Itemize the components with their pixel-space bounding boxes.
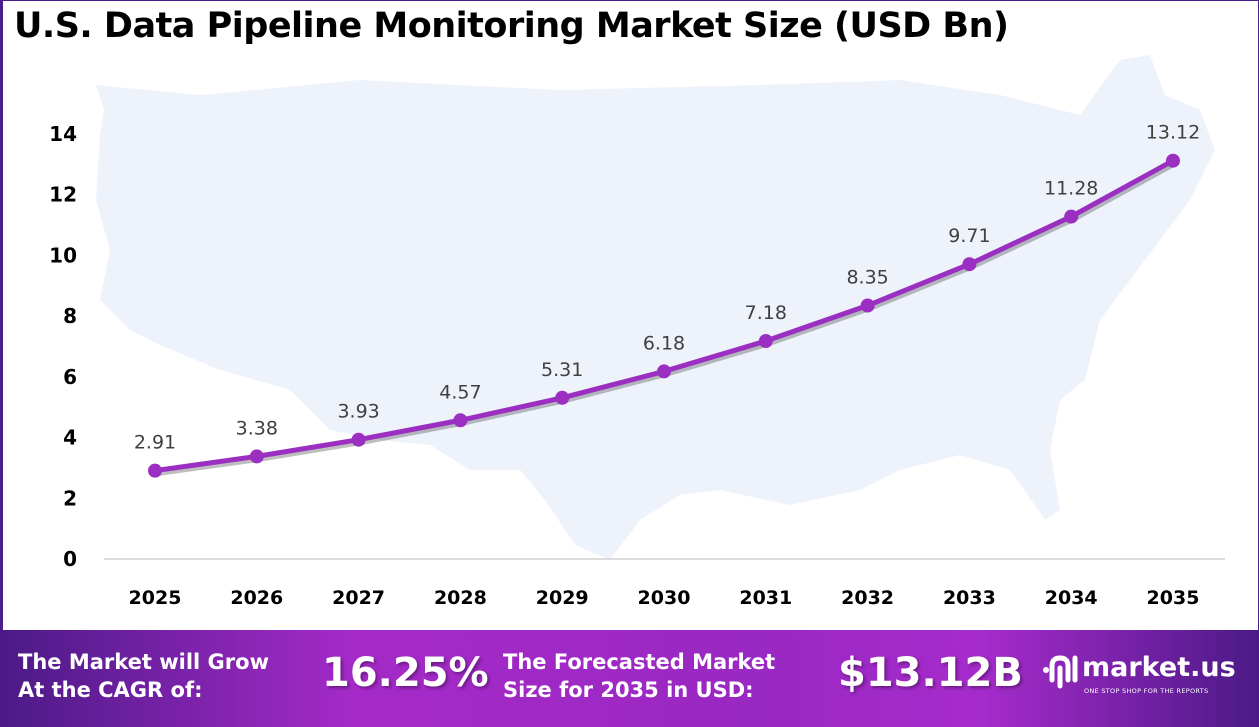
data-label: 7.18	[745, 302, 787, 324]
x-tick-label: 2026	[230, 587, 283, 609]
y-tick-label: 0	[63, 547, 77, 571]
data-label: 13.12	[1146, 122, 1200, 144]
data-point	[555, 390, 570, 405]
data-point	[148, 463, 162, 478]
line-chart: 0 2 4 6 8 10 12 14 2025 2026 2027 2028 2029 2030 2031 2…	[49, 55, 1225, 609]
data-point	[351, 432, 366, 447]
cagr-label-line1: The Market will Grow	[18, 650, 269, 674]
x-tick-label: 2033	[943, 587, 996, 609]
market-us-logo: market.us ONE STOP SHOP FOR THE REPORTS	[1040, 650, 1236, 698]
logo-tagline: ONE STOP SHOP FOR THE REPORTS	[1084, 687, 1209, 695]
y-tick-label: 14	[49, 122, 77, 146]
x-tick-label: 2029	[536, 587, 589, 609]
data-label: 6.18	[643, 332, 685, 354]
data-label: 11.28	[1044, 178, 1098, 200]
y-tick-label: 4	[63, 426, 77, 450]
data-point	[453, 413, 468, 428]
data-label: 9.71	[948, 225, 990, 247]
data-label: 2.91	[134, 432, 176, 454]
data-point	[758, 334, 773, 349]
data-label: 3.38	[236, 417, 278, 439]
data-point	[249, 449, 264, 464]
market-us-logo-icon	[1043, 655, 1078, 689]
forecast-label-line2: Size for 2035 in USD:	[503, 678, 754, 702]
data-point	[1166, 153, 1180, 168]
forecast-value: $13.12B	[838, 650, 1023, 696]
cagr-label-line2: At the CAGR of:	[18, 678, 203, 702]
x-tick-label: 2032	[841, 587, 894, 609]
y-tick-label: 10	[49, 243, 77, 267]
cagr-label: The Market will Grow At the CAGR of:	[18, 648, 269, 704]
data-label: 8.35	[846, 267, 888, 289]
forecast-label-line1: The Forecasted Market	[503, 650, 776, 674]
forecast-label: The Forecasted Market Size for 2035 in U…	[503, 648, 775, 704]
data-point	[657, 364, 671, 379]
cagr-value: 16.25%	[322, 650, 489, 696]
logo-name: market.us	[1082, 652, 1236, 683]
data-point	[860, 298, 875, 313]
x-tick-label: 2034	[1045, 587, 1098, 609]
data-label: 3.93	[337, 401, 379, 423]
data-point	[962, 257, 977, 272]
y-tick-label: 6	[63, 365, 77, 389]
data-label: 4.57	[439, 381, 481, 403]
chart-title: U.S. Data Pipeline Monitoring Market Siz…	[14, 6, 1009, 46]
x-tick-label: 2028	[434, 587, 487, 609]
summary-banner: The Market will Grow At the CAGR of: 16.…	[0, 630, 1259, 727]
data-label: 5.31	[541, 359, 583, 381]
x-tick-label: 2027	[332, 587, 385, 609]
us-map-silhouette	[96, 55, 1215, 560]
x-tick-label: 2031	[739, 587, 792, 609]
data-point	[1064, 209, 1079, 224]
y-tick-label: 2	[63, 486, 77, 510]
x-tick-label: 2030	[638, 587, 691, 609]
y-tick-label: 8	[63, 304, 77, 328]
x-tick-label: 2035	[1147, 587, 1200, 609]
y-tick-label: 12	[49, 183, 77, 207]
x-tick-label: 2025	[129, 587, 182, 609]
